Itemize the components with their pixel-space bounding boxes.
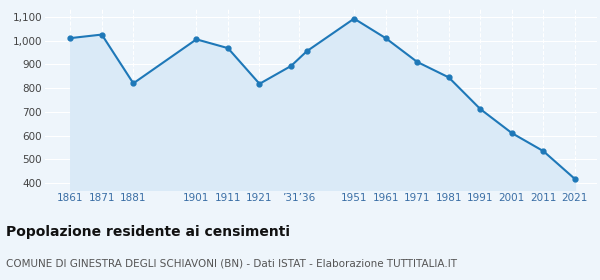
Text: COMUNE DI GINESTRA DEGLI SCHIAVONI (BN) - Dati ISTAT - Elaborazione TUTTITALIA.I: COMUNE DI GINESTRA DEGLI SCHIAVONI (BN) …	[6, 259, 457, 269]
Text: Popolazione residente ai censimenti: Popolazione residente ai censimenti	[6, 225, 290, 239]
